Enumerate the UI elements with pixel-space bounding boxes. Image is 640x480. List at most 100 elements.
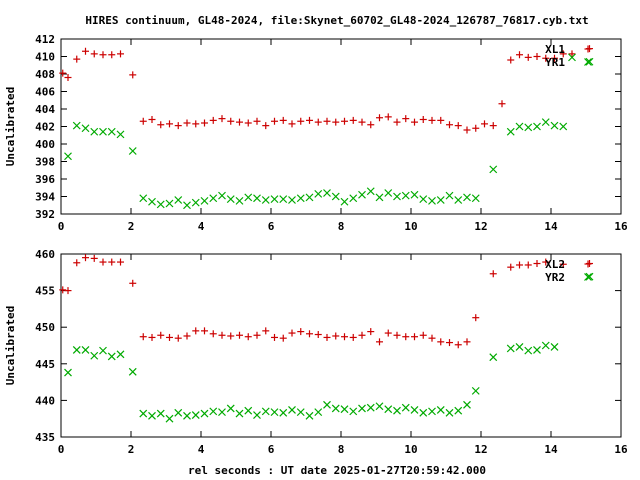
xl2-point xyxy=(108,258,116,266)
yr1-point xyxy=(261,196,270,204)
yr1-point xyxy=(393,192,401,201)
yr2-point xyxy=(165,414,174,423)
xl2-point xyxy=(559,260,567,268)
yr2-point xyxy=(410,405,419,414)
xl2-point xyxy=(244,333,252,341)
y-tick-label: 404 xyxy=(35,103,55,116)
yr1-point xyxy=(218,191,226,200)
yr1-point xyxy=(550,121,559,130)
legend-marker-xl1 xyxy=(584,45,592,53)
xl2-point xyxy=(59,286,67,294)
xl1-point xyxy=(227,117,235,125)
xl1-point xyxy=(288,120,296,128)
xl1-point xyxy=(454,122,462,130)
y-tick-label: 450 xyxy=(35,321,55,334)
yr1-point xyxy=(99,127,107,136)
xl2-point xyxy=(99,258,107,266)
xl1-point xyxy=(157,121,165,129)
xl1-point xyxy=(428,116,436,124)
yr2-point xyxy=(174,408,183,417)
xl2-point xyxy=(437,338,445,346)
yr1-point xyxy=(436,196,445,204)
yr1-point xyxy=(139,194,148,203)
yr1-point xyxy=(200,196,209,205)
xl1-point xyxy=(437,116,445,124)
yr2-point xyxy=(244,406,253,415)
yr2-point xyxy=(270,408,279,417)
x-tick-label: 2 xyxy=(128,443,135,456)
yr1-point xyxy=(384,189,393,197)
xl2-point xyxy=(279,334,287,342)
xl1-point xyxy=(271,117,278,125)
x-axis-label: rel seconds : UT date 2025-01-27T20:59:4… xyxy=(188,464,486,477)
xl2-point xyxy=(419,331,427,339)
yr2-point xyxy=(349,407,358,416)
yr2-point xyxy=(384,405,393,414)
yr2-point xyxy=(235,409,244,418)
yr2-point xyxy=(471,386,480,395)
yr2-point xyxy=(401,403,410,412)
yr2-point xyxy=(323,400,331,409)
xl1-point xyxy=(472,124,480,132)
y-tick-label: 460 xyxy=(35,248,55,261)
yr2-point xyxy=(128,367,137,376)
yr1-point xyxy=(506,127,515,136)
xl1-point xyxy=(402,115,410,123)
x-tick-label: 8 xyxy=(338,443,345,456)
x-tick-label: 4 xyxy=(198,443,205,456)
xl2-point xyxy=(446,339,453,347)
yr1-point xyxy=(296,194,305,203)
yr1-point xyxy=(90,127,99,136)
y-tick-label: 398 xyxy=(35,156,55,169)
xl1-point xyxy=(341,117,348,125)
legend-marker-yr1 xyxy=(584,58,592,66)
xl2-point xyxy=(428,334,436,342)
yr2-point xyxy=(393,406,401,415)
xl2-point xyxy=(271,333,278,341)
x-tick-label: 10 xyxy=(404,443,417,456)
xl1-point xyxy=(90,50,98,58)
xl1-point xyxy=(108,51,116,59)
xl1-point xyxy=(419,116,427,123)
xl2-point xyxy=(411,333,418,341)
x-tick-label: 14 xyxy=(544,220,558,233)
top-axis-ticks: 0 2 4 6 8 10 12 14 16 392 394 396 398 400 402 404 406 408… xyxy=(35,33,628,233)
yr1-point xyxy=(533,122,541,131)
yr1-point xyxy=(428,196,436,205)
xl1-point xyxy=(244,119,252,127)
bottom-legend: XL2 YR2 xyxy=(545,258,592,284)
xl1-point xyxy=(209,116,217,124)
xl2-point xyxy=(117,258,124,266)
xl2-point xyxy=(384,329,392,337)
yr1-point xyxy=(226,195,235,204)
yr2-point xyxy=(226,404,235,413)
bottom-legend-markers xyxy=(584,260,592,281)
yr1-point xyxy=(323,189,331,197)
xl2-point xyxy=(376,338,383,346)
yr2-point xyxy=(200,409,209,418)
yr2-point xyxy=(107,352,116,361)
xl2-point xyxy=(129,279,137,287)
xl1-point xyxy=(332,118,340,126)
xl1-point xyxy=(498,100,506,108)
yr1-point xyxy=(358,190,366,199)
x-tick-label: 4 xyxy=(198,220,205,233)
yr1-point xyxy=(559,122,568,131)
top-y-axis-label: Uncalibrated xyxy=(4,87,17,166)
legend-label-xl1: XL1 xyxy=(545,43,565,56)
yr2-point xyxy=(340,405,349,414)
xl2-point xyxy=(306,330,313,338)
xl1-point xyxy=(533,53,541,60)
top-legend: XL1 YR1 xyxy=(545,43,592,69)
yr1-point xyxy=(156,200,165,209)
x-tick-label: 0 xyxy=(58,443,65,456)
yr2-point xyxy=(148,411,156,420)
xl2-point xyxy=(201,327,208,335)
yr1-point xyxy=(148,197,156,206)
xl1-point xyxy=(236,118,243,126)
legend-label-yr1: YR1 xyxy=(545,56,565,69)
x-tick-label: 16 xyxy=(614,220,628,233)
xl1-point xyxy=(481,120,488,128)
xl1-point xyxy=(192,120,200,128)
